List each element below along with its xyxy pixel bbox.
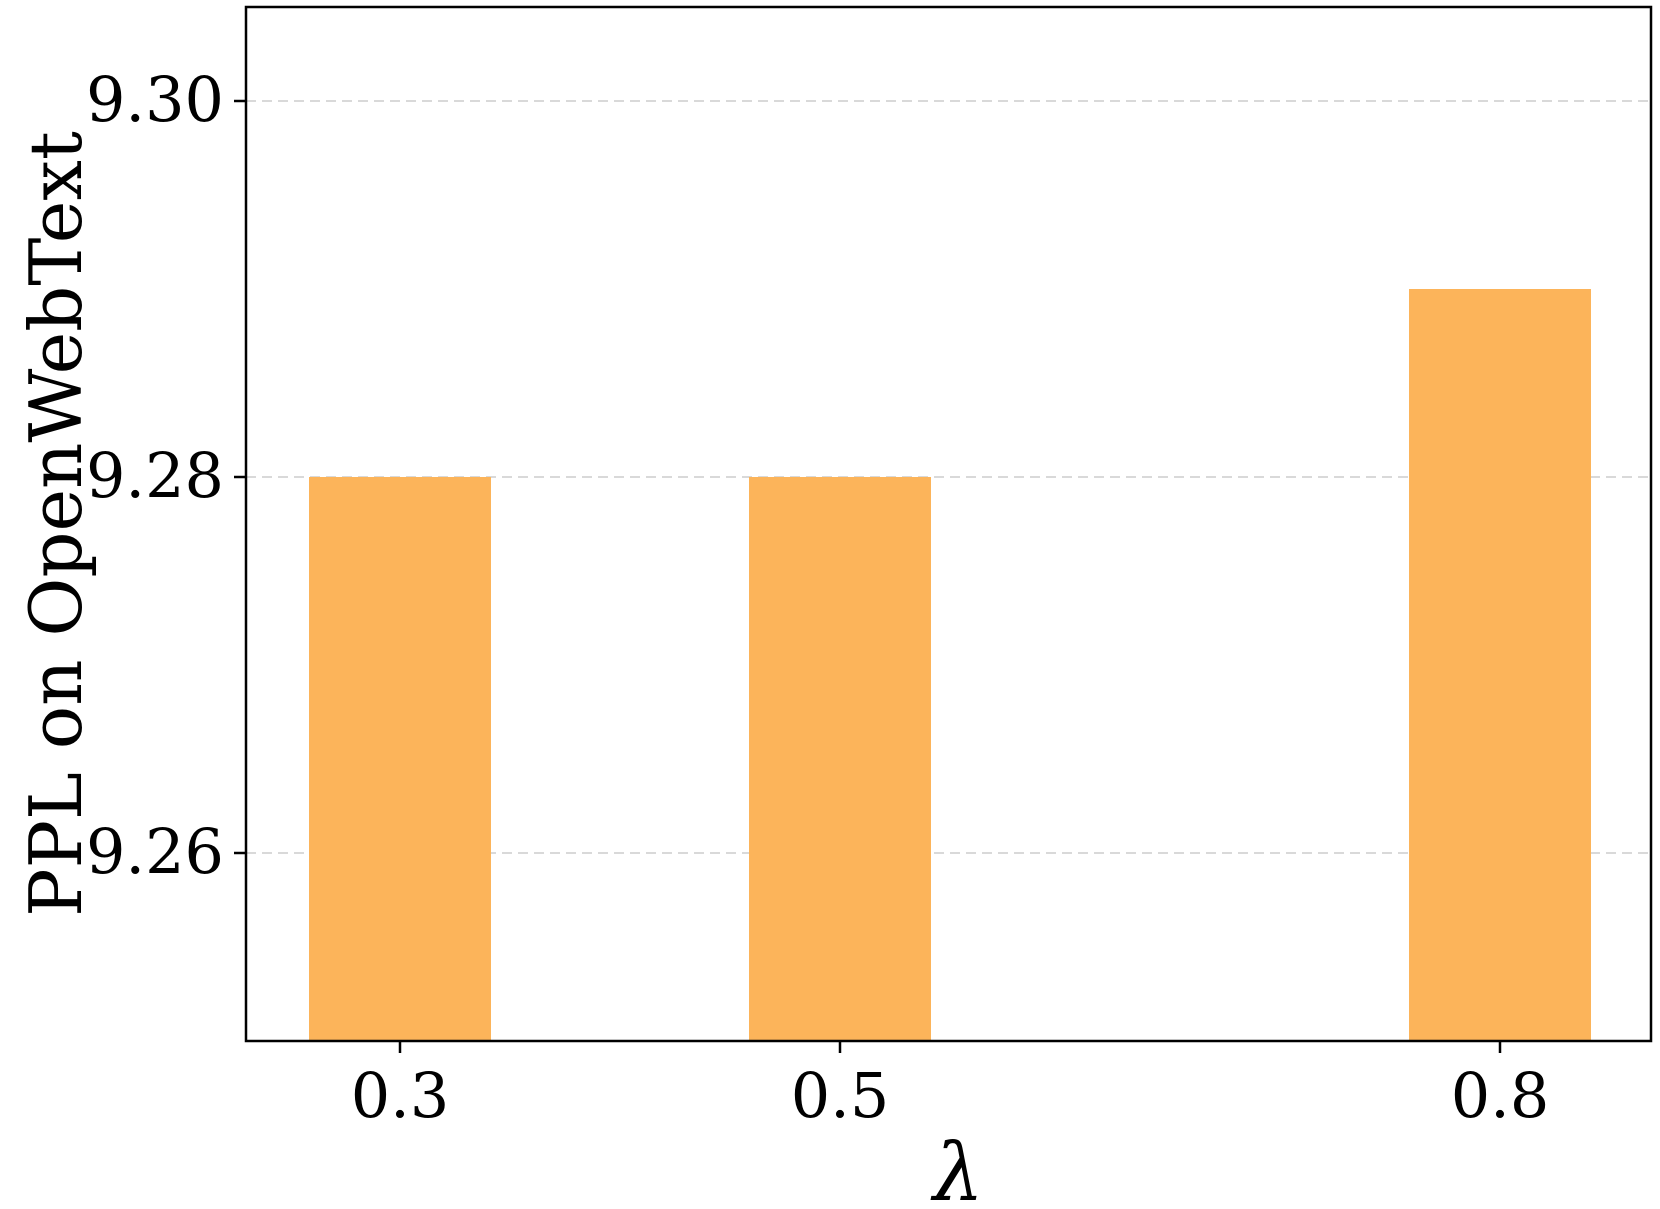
bar-0.3 bbox=[309, 477, 491, 1041]
x-axis-label: λ bbox=[930, 1126, 984, 1209]
y-axis-label: PPL on OpenWebText bbox=[14, 131, 98, 917]
x-ticks: 0.3 0.5 0.8 bbox=[351, 1041, 1550, 1132]
x-tick-label: 0.3 bbox=[351, 1059, 450, 1132]
bar-0.5 bbox=[749, 477, 931, 1041]
bar-0.8 bbox=[1409, 289, 1591, 1041]
plot-frame bbox=[244, 5, 1653, 1043]
y-tick-label: 9.28 bbox=[86, 439, 224, 512]
y-tick-label: 9.26 bbox=[86, 815, 224, 888]
y-tick-label: 9.30 bbox=[86, 63, 224, 136]
x-tick-label: 0.8 bbox=[1451, 1059, 1550, 1132]
y-ticks: 9.26 9.28 9.30 bbox=[86, 63, 246, 888]
x-tick-label: 0.5 bbox=[791, 1059, 890, 1132]
bars bbox=[309, 289, 1591, 1041]
